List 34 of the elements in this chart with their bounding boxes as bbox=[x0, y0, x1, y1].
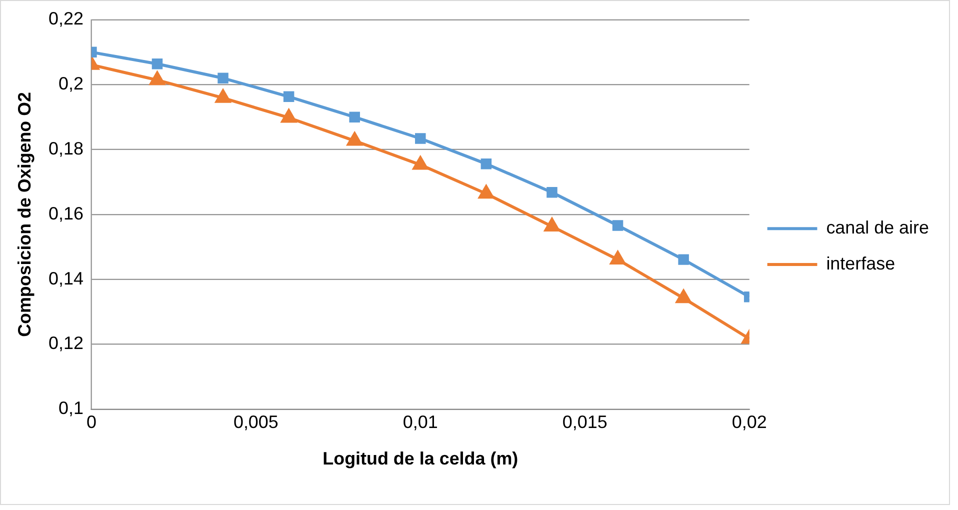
point bbox=[412, 156, 428, 170]
point bbox=[480, 158, 492, 170]
point bbox=[544, 218, 560, 232]
x-tick-label: 0 bbox=[86, 412, 96, 432]
x-tick-label: 0,015 bbox=[562, 412, 608, 432]
x-tick-label: 0,02 bbox=[732, 412, 767, 432]
point bbox=[678, 254, 689, 265]
y-tick-label: 0,16 bbox=[48, 203, 84, 224]
point bbox=[152, 58, 163, 70]
point bbox=[283, 91, 294, 102]
point bbox=[150, 72, 165, 86]
y-tick-label: 0,1 bbox=[58, 398, 84, 418]
x-axis-title: Logitud de la celda (m) bbox=[322, 448, 518, 468]
point bbox=[347, 132, 362, 146]
legend-label: interfase bbox=[826, 253, 896, 274]
point bbox=[415, 133, 426, 144]
y-tick-label: 0,12 bbox=[48, 333, 84, 354]
point bbox=[546, 187, 558, 198]
point bbox=[218, 72, 228, 84]
y-axis-title: Composicion de Oxigeno O2 bbox=[14, 92, 35, 337]
point bbox=[676, 290, 692, 304]
point bbox=[612, 220, 624, 231]
legend-label: canal de aire bbox=[826, 218, 930, 238]
point bbox=[215, 89, 231, 103]
y-tick-label: 0,22 bbox=[48, 8, 84, 29]
y-tick-label: 0,2 bbox=[58, 74, 84, 94]
point bbox=[349, 112, 360, 122]
y-tick-label: 0,14 bbox=[48, 268, 84, 288]
point bbox=[478, 185, 494, 199]
x-tick-label: 0,01 bbox=[402, 412, 438, 432]
point bbox=[281, 109, 296, 123]
y-tick-label: 0,18 bbox=[48, 138, 84, 158]
x-tick-label: 0,005 bbox=[233, 412, 278, 432]
point bbox=[610, 251, 626, 265]
